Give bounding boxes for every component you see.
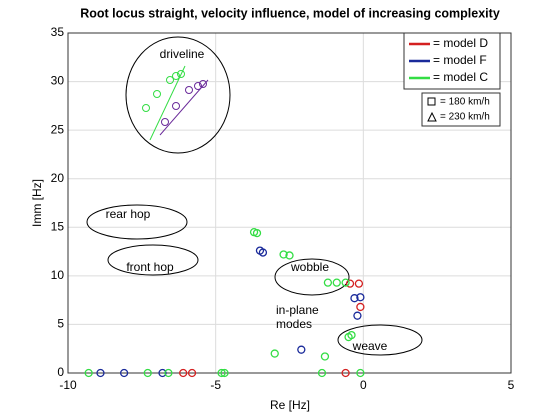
inset-point <box>185 86 193 94</box>
x-axis-label: Re [Hz] <box>270 398 310 412</box>
legend-symbol <box>427 97 436 106</box>
inset-point <box>161 118 169 126</box>
point <box>354 279 364 288</box>
y-tick-label: 25 <box>51 122 65 136</box>
legend-label: = model F <box>433 53 487 67</box>
plot-frame <box>67 32 512 374</box>
point <box>187 368 197 378</box>
point <box>96 368 105 378</box>
inset-point <box>177 70 185 78</box>
annotation: weave <box>352 339 388 353</box>
point <box>252 228 262 238</box>
point <box>341 368 350 378</box>
x-tick-label: 0 <box>360 378 367 392</box>
point <box>332 278 341 287</box>
point <box>353 311 362 320</box>
inset-point <box>153 90 161 98</box>
point <box>347 330 356 340</box>
inset-point <box>199 80 207 88</box>
annotation: in-plane modes <box>276 303 319 331</box>
annotation-ellipse <box>86 204 188 240</box>
point <box>258 248 268 257</box>
point <box>164 368 173 378</box>
point <box>297 345 306 354</box>
annotation: front hop <box>126 260 174 274</box>
x-tick-label: -10 <box>59 378 77 392</box>
point <box>320 352 330 361</box>
point <box>217 368 226 378</box>
legend-label: = model D <box>433 36 488 50</box>
point <box>345 279 355 288</box>
y-tick-label: 35 <box>51 25 65 39</box>
point <box>356 293 365 302</box>
annotation-ellipse <box>337 324 423 356</box>
inset-point <box>194 82 202 90</box>
annotation-ellipse <box>274 258 350 296</box>
point <box>143 368 152 378</box>
point <box>356 302 365 312</box>
legend-label: = 230 km/h <box>440 112 490 123</box>
point <box>279 250 288 259</box>
x-tick-label: -5 <box>210 378 221 392</box>
point <box>158 368 167 378</box>
plot-area <box>68 33 511 373</box>
point <box>350 294 359 303</box>
annotation-ellipse <box>107 244 199 276</box>
annotation-ellipse <box>125 36 231 154</box>
inset-point <box>166 76 174 84</box>
legend-label: = model C <box>433 70 488 84</box>
y-tick-label: 5 <box>57 317 64 331</box>
point <box>285 251 294 260</box>
annotation: wobble <box>290 260 329 274</box>
y-axis-label: Imm [Hz] <box>30 179 44 227</box>
x-tick-label: 5 <box>508 378 515 392</box>
point <box>356 368 365 378</box>
y-tick-label: 15 <box>51 219 65 233</box>
legend-symbol <box>427 111 437 122</box>
chart-title: Root locus straight, velocity influence,… <box>80 6 500 20</box>
y-tick-label: 10 <box>51 268 65 282</box>
legend-label: = 180 km/h <box>440 97 490 108</box>
inset-point <box>172 102 180 110</box>
point <box>341 278 350 287</box>
point <box>179 368 188 378</box>
annotation: driveline <box>160 47 205 61</box>
point <box>119 368 129 378</box>
point <box>220 368 229 378</box>
y-tick-label: 0 <box>57 365 64 379</box>
point <box>84 368 93 378</box>
y-tick-label: 20 <box>51 171 65 185</box>
y-tick-label: 30 <box>51 74 65 88</box>
point <box>317 368 327 378</box>
annotation: rear hop <box>106 207 151 221</box>
inset-point <box>142 104 150 112</box>
point <box>270 349 279 358</box>
point <box>323 278 333 287</box>
inset-point <box>172 72 180 80</box>
